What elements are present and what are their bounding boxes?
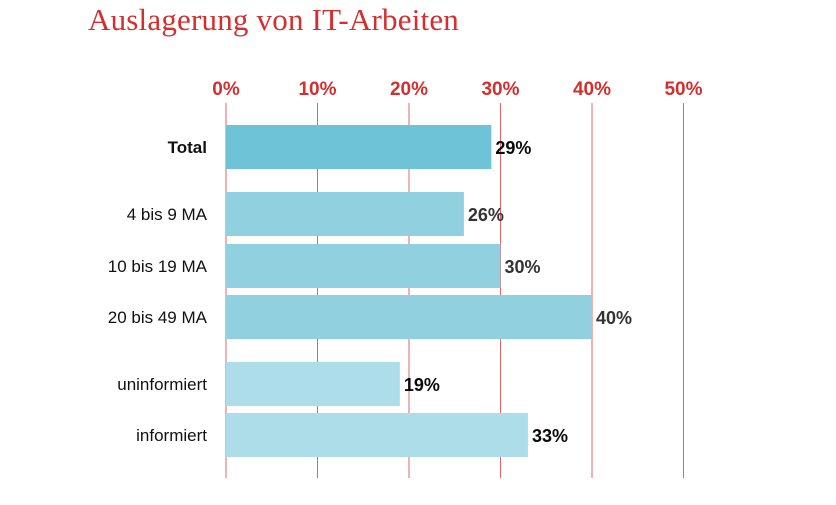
bar bbox=[226, 413, 528, 457]
bar bbox=[226, 192, 464, 236]
x-tick-label: 40% bbox=[573, 79, 611, 100]
value-label: 29% bbox=[495, 138, 531, 158]
bar bbox=[226, 125, 492, 169]
chart-title: Auslagerung von IT-Arbeiten bbox=[88, 2, 459, 37]
bar bbox=[226, 295, 592, 339]
category-label: 10 bis 19 MA bbox=[108, 257, 208, 276]
x-tick-label: 50% bbox=[664, 79, 702, 100]
value-labels: 29% 26% 30% 40% 19% 33% bbox=[404, 138, 632, 446]
value-label: 26% bbox=[468, 205, 504, 225]
bar bbox=[226, 244, 501, 288]
category-label: 20 bis 49 MA bbox=[108, 308, 208, 327]
value-label: 30% bbox=[505, 257, 541, 277]
category-label: informiert bbox=[136, 426, 207, 445]
x-tick-label: 30% bbox=[481, 79, 519, 100]
x-tick-label: 0% bbox=[212, 79, 240, 100]
x-tick-label: 10% bbox=[298, 79, 336, 100]
bar bbox=[226, 362, 400, 406]
category-label: uninformiert bbox=[117, 375, 207, 394]
bars bbox=[226, 125, 592, 457]
value-label: 40% bbox=[596, 308, 632, 328]
x-axis-ticks: 0% 10% 20% 30% 40% 50% bbox=[212, 79, 702, 100]
x-tick-label: 20% bbox=[390, 79, 428, 100]
value-label: 33% bbox=[532, 426, 568, 446]
category-labels: Total 4 bis 9 MA 10 bis 19 MA 20 bis 49 MA u… bbox=[108, 138, 208, 445]
value-label: 19% bbox=[404, 375, 440, 395]
category-label: Total bbox=[168, 138, 207, 157]
category-label: 4 bis 9 MA bbox=[127, 205, 208, 224]
